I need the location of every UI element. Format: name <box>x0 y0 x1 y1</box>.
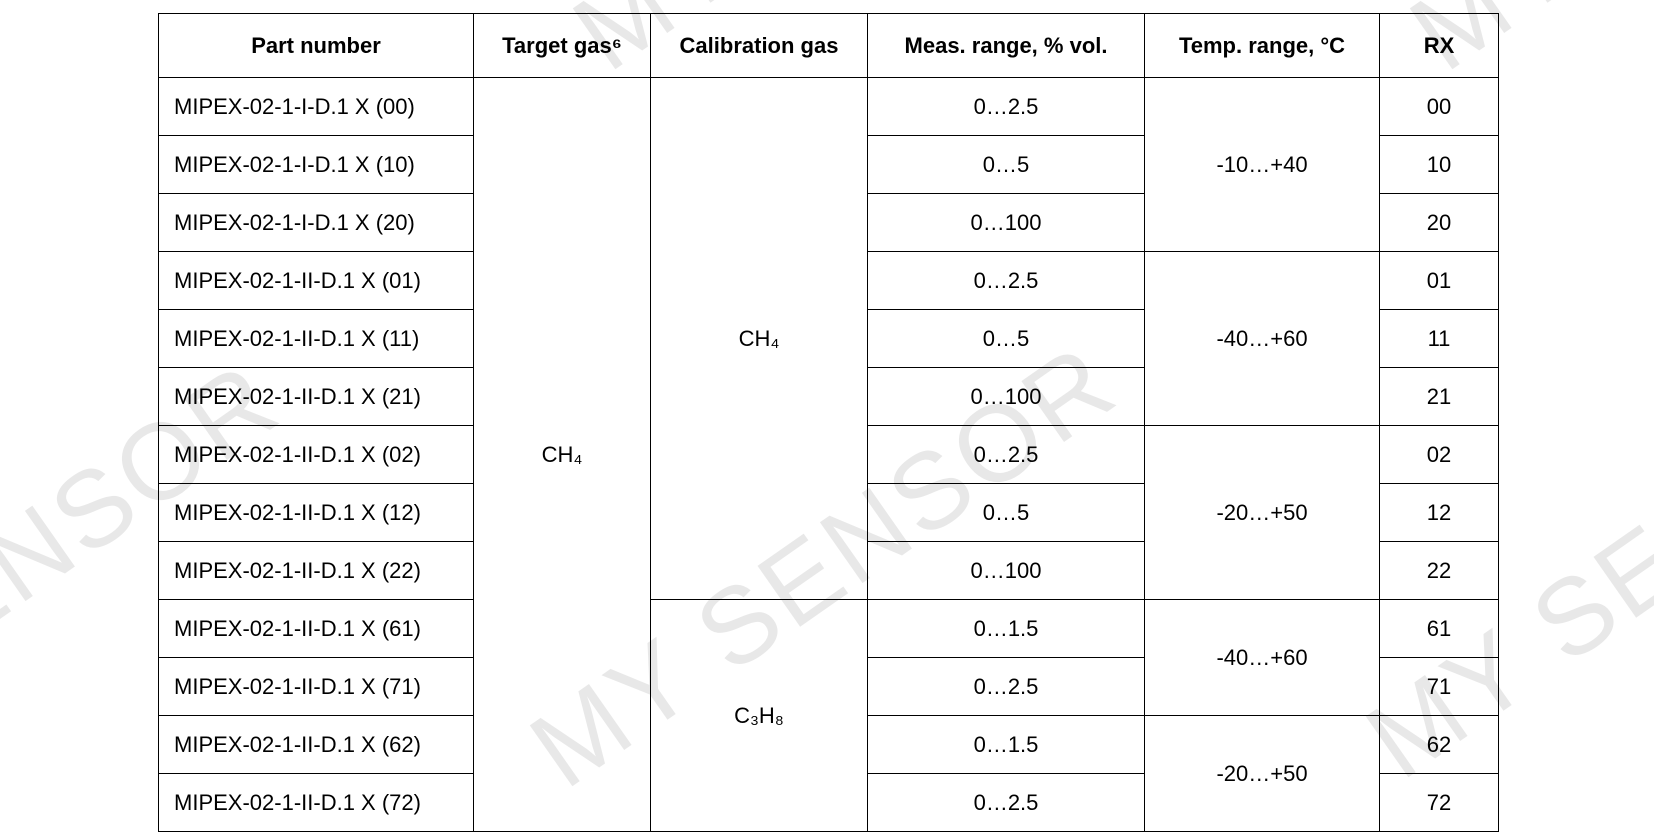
temp-range: -40…+60 <box>1144 251 1380 426</box>
table-row: MIPEX-02-1-II-D.1 X (01) 0…2.5 -40…+60 01 <box>158 251 1499 426</box>
meas-range: 0…2.5 <box>867 657 1145 716</box>
rx-code: 61 <box>1379 599 1499 658</box>
table-row: MIPEX-02-1-II-D.1 X (22) 0…100 22 <box>158 541 1499 600</box>
meas-range: 0…100 <box>867 193 1145 252</box>
part-number: MIPEX-02-1-II-D.1 X (02) <box>158 425 474 484</box>
meas-range: 0…100 <box>867 541 1145 600</box>
part-number: MIPEX-02-1-II-D.1 X (21) <box>158 367 474 426</box>
rx-code: 72 <box>1379 773 1499 832</box>
part-number: MIPEX-02-1-II-D.1 X (61) <box>158 599 474 658</box>
meas-range: 0…2.5 <box>867 251 1145 310</box>
part-number: MIPEX-02-1-II-D.1 X (72) <box>158 773 474 832</box>
meas-range: 0…5 <box>867 135 1145 194</box>
calibration-gas: CH₄ <box>650 77 868 600</box>
part-number: MIPEX-02-1-II-D.1 X (62) <box>158 715 474 774</box>
rx-code: 20 <box>1379 193 1499 252</box>
temp-range: -10…+40 <box>1144 77 1380 252</box>
part-number: MIPEX-02-1-I-D.1 X (20) <box>158 193 474 252</box>
rx-code: 01 <box>1379 251 1499 310</box>
meas-range: 0…5 <box>867 309 1145 368</box>
meas-range: 0…2.5 <box>867 77 1145 136</box>
header-cell: Part number <box>158 13 474 78</box>
table-row: MIPEX-02-1-II-D.1 X (72) 0…2.5 72 <box>158 773 1499 832</box>
table-row: MIPEX-02-1-II-D.1 X (61) C₃H₈ 0…1.5 -40…+60… <box>158 599 1499 832</box>
rx-code: 02 <box>1379 425 1499 484</box>
table-row: MIPEX-02-1-I-D.1 X (10) 0…5 10 <box>158 135 1499 194</box>
part-number: MIPEX-02-1-II-D.1 X (11) <box>158 309 474 368</box>
temp-range: -20…+50 <box>1144 715 1380 832</box>
header-cell: RX <box>1379 13 1499 78</box>
rx-code: 22 <box>1379 541 1499 600</box>
meas-range: 0…2.5 <box>867 773 1145 832</box>
part-number: MIPEX-02-1-II-D.1 X (22) <box>158 541 474 600</box>
table-row: MIPEX-02-1-II-D.1 X (02) 0…2.5 -20…+50 02 <box>158 425 1499 600</box>
table-row: MIPEX-02-1-II-D.1 X (11) 0…5 11 <box>158 309 1499 368</box>
header-cell: Calibration gas <box>650 13 868 78</box>
rx-code: 11 <box>1379 309 1499 368</box>
rx-code: 21 <box>1379 367 1499 426</box>
table-body: MIPEX-02-1-I-D.1 X (00) CH₄ CH₄ 0…2.5 -10…+4… <box>158 77 1499 832</box>
table-row: MIPEX-02-1-II-D.1 X (12) 0…5 12 <box>158 483 1499 542</box>
meas-range: 0…1.5 <box>867 715 1145 774</box>
part-number: MIPEX-02-1-I-D.1 X (10) <box>158 135 474 194</box>
rx-code: 71 <box>1379 657 1499 716</box>
rx-code: 12 <box>1379 483 1499 542</box>
rx-code: 10 <box>1379 135 1499 194</box>
temp-range: -40…+60 <box>1144 599 1380 716</box>
part-number: MIPEX-02-1-II-D.1 X (12) <box>158 483 474 542</box>
part-number: MIPEX-02-1-II-D.1 X (01) <box>158 251 474 310</box>
header-cell: Temp. range, °C <box>1144 13 1380 78</box>
meas-range: 0…100 <box>867 367 1145 426</box>
meas-range: 0…2.5 <box>867 425 1145 484</box>
table-row: MIPEX-02-1-I-D.1 X (00) CH₄ CH₄ 0…2.5 -10…+4… <box>158 77 1499 832</box>
header-cell: Target gas⁶ <box>473 13 651 78</box>
parts-table: Part number Target gas⁶ Calibration gas Mea… <box>158 13 1499 832</box>
meas-range: 0…5 <box>867 483 1145 542</box>
rx-code: 62 <box>1379 715 1499 774</box>
rx-code: 00 <box>1379 77 1499 136</box>
meas-range: 0…1.5 <box>867 599 1145 658</box>
header-cell: Meas. range, % vol. <box>867 13 1145 78</box>
calibration-gas: C₃H₈ <box>650 599 868 832</box>
part-number: MIPEX-02-1-I-D.1 X (00) <box>158 77 474 136</box>
part-number: MIPEX-02-1-II-D.1 X (71) <box>158 657 474 716</box>
header-row: Part number Target gas⁶ Calibration gas Mea… <box>158 13 1499 78</box>
table-row: MIPEX-02-1-II-D.1 X (62) 0…1.5 -20…+50 62 <box>158 715 1499 832</box>
temp-range: -20…+50 <box>1144 425 1380 600</box>
target-gas: CH₄ <box>473 77 651 832</box>
